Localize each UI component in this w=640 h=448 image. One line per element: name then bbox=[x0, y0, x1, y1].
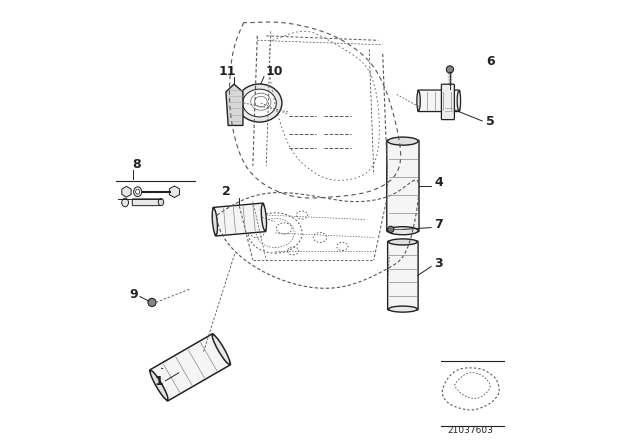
Ellipse shape bbox=[237, 84, 282, 122]
Text: 10: 10 bbox=[266, 65, 283, 78]
Ellipse shape bbox=[150, 370, 168, 400]
Text: 7: 7 bbox=[435, 218, 443, 231]
Ellipse shape bbox=[212, 335, 230, 364]
Circle shape bbox=[148, 298, 156, 306]
FancyBboxPatch shape bbox=[418, 90, 460, 112]
Text: 21037603: 21037603 bbox=[447, 426, 493, 435]
FancyBboxPatch shape bbox=[387, 140, 419, 232]
Ellipse shape bbox=[122, 198, 129, 207]
FancyBboxPatch shape bbox=[442, 84, 454, 120]
Polygon shape bbox=[226, 84, 243, 125]
Ellipse shape bbox=[243, 89, 276, 117]
Text: 4: 4 bbox=[435, 176, 443, 189]
Ellipse shape bbox=[388, 227, 418, 235]
Circle shape bbox=[446, 66, 454, 73]
FancyBboxPatch shape bbox=[150, 334, 230, 401]
Ellipse shape bbox=[134, 187, 141, 197]
Ellipse shape bbox=[457, 91, 461, 111]
FancyBboxPatch shape bbox=[212, 203, 266, 236]
Text: 1: 1 bbox=[154, 375, 163, 388]
Ellipse shape bbox=[251, 93, 271, 110]
Circle shape bbox=[388, 226, 394, 233]
Ellipse shape bbox=[136, 190, 140, 194]
Ellipse shape bbox=[388, 306, 417, 312]
FancyBboxPatch shape bbox=[388, 241, 418, 310]
Ellipse shape bbox=[212, 208, 218, 235]
FancyBboxPatch shape bbox=[132, 199, 160, 206]
Text: 2: 2 bbox=[221, 185, 230, 198]
Ellipse shape bbox=[261, 204, 266, 231]
Text: 3: 3 bbox=[435, 257, 443, 270]
Ellipse shape bbox=[388, 137, 418, 145]
Ellipse shape bbox=[417, 91, 420, 111]
Text: 9: 9 bbox=[130, 288, 138, 301]
Ellipse shape bbox=[158, 198, 164, 206]
Ellipse shape bbox=[388, 239, 417, 245]
Text: 8: 8 bbox=[132, 158, 140, 171]
Text: 6: 6 bbox=[486, 55, 494, 68]
Text: 11: 11 bbox=[219, 65, 236, 78]
Text: 5: 5 bbox=[486, 116, 495, 129]
